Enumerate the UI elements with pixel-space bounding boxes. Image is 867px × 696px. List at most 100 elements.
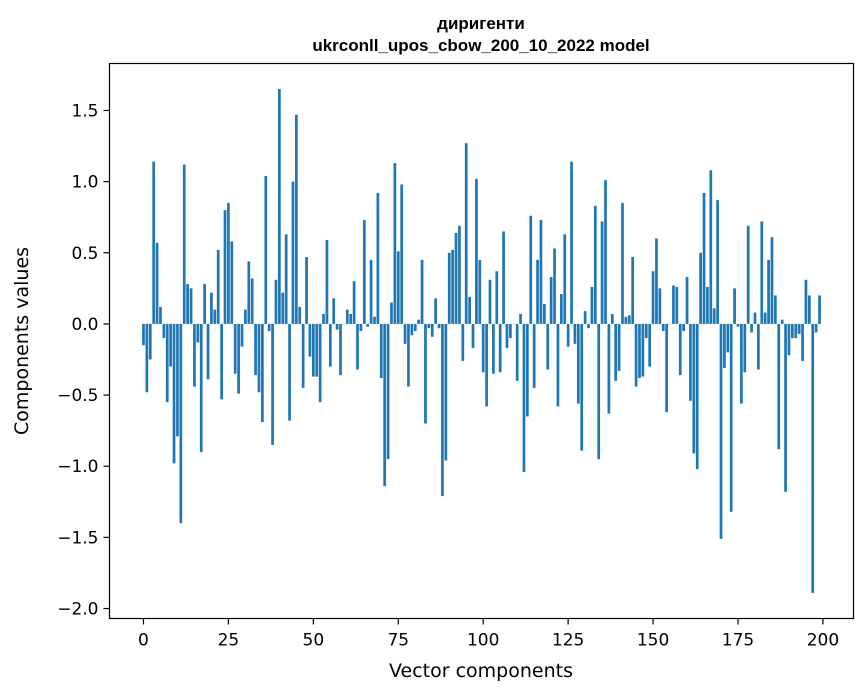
y-tick-label: −1.5 [57,528,98,548]
bar-167 [709,170,713,324]
bar-126 [570,161,573,324]
bar-122 [556,323,560,407]
bar-50 [311,323,315,377]
bar-18 [203,284,206,324]
bar-159 [682,323,685,332]
bar-56 [332,298,336,324]
bar-100 [481,323,485,373]
bar-85 [430,323,434,337]
bar-101 [485,323,488,407]
bar-102 [488,279,492,324]
x-tick-label: 200 [807,631,839,651]
bar-137 [607,323,611,414]
x-tick-label: 50 [303,631,325,651]
bar-121 [553,248,556,324]
bar-105 [498,323,502,373]
bar-36 [264,175,268,324]
bar-135 [600,221,604,324]
bar-2 [148,323,152,360]
bar-1 [145,323,149,393]
bar-156 [672,285,675,324]
bar-82 [420,259,424,324]
bar-124 [563,234,567,324]
bar-106 [502,231,505,324]
bar-43 [288,323,291,421]
bar-7 [165,323,169,403]
bar-46 [298,306,302,324]
bar-129 [580,323,584,451]
bar-166 [706,286,709,324]
bar-93 [458,225,461,324]
bar-108 [509,323,512,339]
bar-162 [692,323,696,454]
bar-178 [746,225,750,324]
bar-194 [801,323,804,361]
bar-183 [763,312,767,324]
bar-161 [689,323,692,401]
bar-31 [247,261,251,324]
bar-77 [403,323,407,344]
bar-191 [790,323,794,339]
bar-58 [339,323,342,376]
bar-79 [410,323,414,336]
bar-74 [393,163,397,324]
bar-51 [315,323,319,377]
bar-3 [152,161,156,324]
bar-39 [274,279,278,324]
bar-190 [787,323,791,356]
bar-173 [729,323,733,512]
bar-171 [723,323,726,369]
bar-15 [193,323,196,387]
bar-94 [461,323,465,361]
bar-6 [162,323,166,339]
bar-170 [719,323,723,539]
bar-61 [349,313,353,324]
bar-141 [621,202,624,324]
bar-68 [373,316,376,324]
bar-174 [733,288,736,324]
bar-113 [526,323,529,417]
bar-91 [451,249,454,324]
bar-38 [271,323,274,445]
bar-152 [658,288,662,324]
bar-197 [811,323,815,593]
bar-193 [797,323,801,334]
bar-131 [587,323,590,329]
bar-169 [716,200,719,324]
bar-64 [359,323,363,332]
bar-16 [196,323,200,343]
bar-48 [305,257,308,324]
y-tick-label: −0.5 [57,386,98,406]
bar-20 [210,292,213,324]
bar-151 [655,238,658,324]
bar-37 [267,323,271,332]
bar-145 [634,323,638,387]
bar-81 [417,319,421,324]
bar-136 [604,180,607,324]
bar-189 [784,323,787,492]
bar-180 [753,312,757,324]
bar-110 [515,323,519,381]
bar-10 [176,323,179,437]
bar-60 [345,309,349,324]
bar-92 [454,232,458,324]
bar-196 [807,295,811,324]
bar-45 [294,114,298,324]
bar-90 [447,252,451,324]
bar-117 [539,220,543,324]
bar-27 [233,323,237,374]
bar-160 [685,276,689,324]
bar-87 [437,323,441,329]
bar-186 [774,295,777,324]
bar-143 [627,315,631,324]
bar-89 [444,323,448,461]
bar-140 [617,323,621,371]
bar-14 [189,288,193,324]
bar-111 [519,313,522,324]
bar-11 [179,323,183,524]
bar-63 [356,323,359,370]
bar-150 [651,271,655,324]
bar-107 [505,323,509,349]
bar-67 [369,259,373,324]
